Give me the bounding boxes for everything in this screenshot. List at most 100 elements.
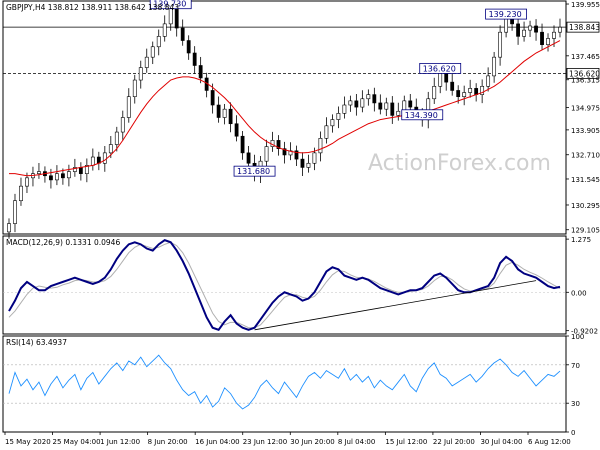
price-y-tick-label: 129.105 xyxy=(571,227,600,235)
rsi-y-tick-label: 70 xyxy=(571,362,580,370)
price-candle-body xyxy=(552,31,556,39)
x-tick-label: 15 May 2020 xyxy=(5,438,51,446)
price-annotation-box-2 xyxy=(419,62,462,74)
price-annotation-label-0: 139.730 xyxy=(153,0,186,9)
price-annotation-box-4 xyxy=(485,8,527,20)
price-y-tick-label: 130.295 xyxy=(571,202,600,210)
price-candle-body xyxy=(192,52,197,66)
price-annotation-label-2: 136.620 xyxy=(423,64,456,73)
price-panel-frame xyxy=(2,0,567,235)
price-moving-average-line xyxy=(9,40,561,177)
price-candle-body xyxy=(37,171,41,174)
x-tick-label: 8 Jun 20:00 xyxy=(148,438,188,446)
price-candle-body xyxy=(61,173,65,179)
last-price-tag xyxy=(566,21,600,33)
price-candle-body xyxy=(522,29,526,37)
macd-trendline xyxy=(254,280,537,331)
price-candle-body xyxy=(510,18,514,25)
price-candle-body xyxy=(228,108,233,125)
price-candle-body xyxy=(282,148,287,156)
x-tick-label: 30 Jul 04:00 xyxy=(480,438,522,446)
price-header: GBPJPY,H4 138.812 138.911 138.642 138.84… xyxy=(6,3,179,12)
price-candle-body xyxy=(348,100,353,106)
x-tick-label: 15 Jul 12:00 xyxy=(385,438,427,446)
price-y-tick-label: 133.905 xyxy=(571,127,600,135)
price-y-tick-label: 131.545 xyxy=(571,176,600,184)
price-candle-body xyxy=(120,117,125,133)
price-y-tick-label: 136.315 xyxy=(571,77,600,85)
price-candle-body xyxy=(90,156,95,166)
x-tick-label: 1 Jun 12:00 xyxy=(100,438,140,446)
price-annotation-label-1: 131.680 xyxy=(237,167,270,176)
price-annotation-box-0 xyxy=(149,0,192,10)
macd-y-tick-label: 0.00 xyxy=(571,289,587,297)
price-annotation-label-4: 139.230 xyxy=(489,10,522,19)
price-candle-body xyxy=(438,73,443,87)
price-candle-body xyxy=(114,131,119,145)
price-candle-body xyxy=(396,110,401,116)
price-candle-body xyxy=(450,81,455,91)
rsi-y-tick-label: 30 xyxy=(571,400,580,408)
macd-panel-frame xyxy=(2,235,567,335)
rsi-y-tick-label: 0 xyxy=(571,429,575,437)
price-candle-body xyxy=(144,56,149,68)
price-candle-body xyxy=(7,223,11,233)
price-candle-body xyxy=(180,27,185,41)
macd-y-tick-label: 1.275 xyxy=(571,236,591,244)
rsi-line xyxy=(8,354,561,410)
price-candle-body xyxy=(156,36,161,48)
price-annotation-box-1 xyxy=(233,165,276,177)
price-annotation-box-3 xyxy=(401,109,444,121)
price-candle-body xyxy=(468,88,473,93)
price-candle-body xyxy=(384,102,389,110)
price-candle-body xyxy=(432,85,437,100)
price-candle-body xyxy=(390,102,395,116)
price-candle-body xyxy=(480,85,485,95)
x-tick-label: 25 May 04:00 xyxy=(53,438,101,446)
price-candle-body xyxy=(342,104,347,114)
x-tick-label: 22 Jul 20:00 xyxy=(433,438,475,446)
price-candle-body xyxy=(474,88,479,95)
price-candle-body xyxy=(66,171,71,179)
price-candle-body xyxy=(498,31,503,58)
price-candle-body xyxy=(222,108,227,118)
price-y-tick-label: 137.465 xyxy=(571,53,600,61)
price-candle-body xyxy=(366,94,371,100)
price-candle-body xyxy=(150,46,155,58)
price-candle-body xyxy=(504,18,508,33)
price-candle-body xyxy=(216,104,221,118)
price-candle-body xyxy=(540,31,544,45)
price-candle-body xyxy=(49,175,53,181)
price-candle-body xyxy=(456,90,461,97)
price-candle-body xyxy=(126,96,131,118)
last-price-label: 138.843 xyxy=(569,23,600,32)
price-candle-body xyxy=(78,167,83,174)
x-tick-label: 23 Jun 12:00 xyxy=(243,438,287,446)
price-candle-body xyxy=(378,102,383,110)
macd-header: MACD(12,26,9) 0.1331 0.0946 xyxy=(6,238,120,247)
price-candle-body xyxy=(492,56,497,77)
price-candle-body xyxy=(516,23,520,37)
x-tick-label: 16 Jun 04:00 xyxy=(195,438,239,446)
macd-y-tick-label: -0.9202 xyxy=(571,328,598,336)
price-candle-body xyxy=(246,152,251,164)
price-candle-body xyxy=(462,92,467,97)
price-candle-body xyxy=(132,79,137,97)
x-tick-label: 8 Jul 04:00 xyxy=(338,438,376,446)
price-candle-body xyxy=(294,150,299,160)
price-candle-body xyxy=(84,165,89,174)
price-candle-body xyxy=(13,200,17,224)
rsi-header: RSI(14) 63.4937 xyxy=(6,338,67,347)
price-candle-body xyxy=(138,67,143,81)
rsi-panel-frame xyxy=(2,335,567,433)
price-candle-body xyxy=(55,173,59,181)
price-candle-body xyxy=(312,152,317,164)
price-candle-body xyxy=(198,65,203,79)
price-candle-body xyxy=(240,135,245,154)
price-candle-body xyxy=(306,162,311,168)
price-candle-body xyxy=(25,177,29,187)
price-candle-body xyxy=(534,25,538,33)
price-candle-body xyxy=(408,100,413,108)
x-tick-label: 30 Jun 20:00 xyxy=(290,438,334,446)
price-candle-body xyxy=(264,146,269,162)
